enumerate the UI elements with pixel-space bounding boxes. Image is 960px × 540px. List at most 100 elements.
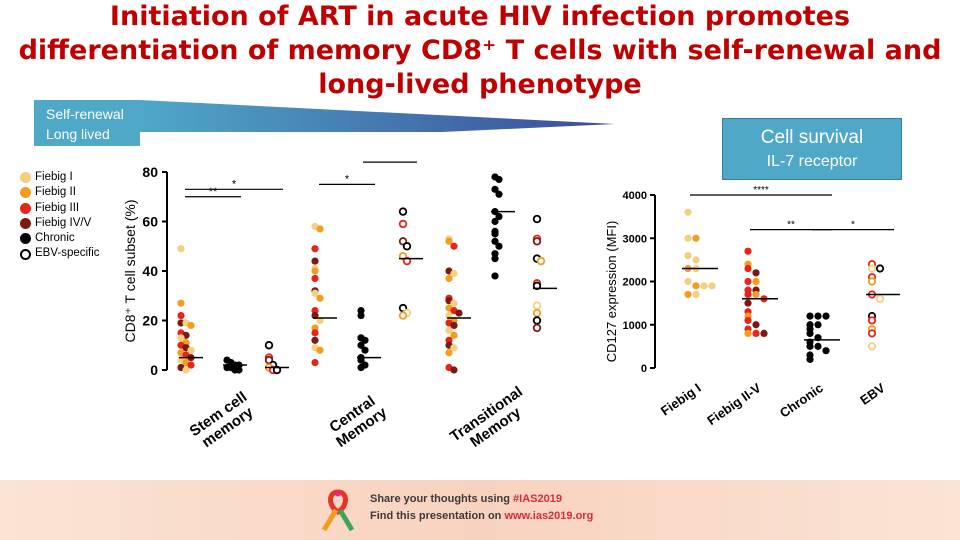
data-point — [177, 319, 185, 327]
data-point — [684, 208, 692, 216]
data-point — [177, 334, 185, 342]
data-point — [182, 366, 190, 374]
data-point — [752, 329, 760, 337]
data-point — [752, 321, 760, 329]
y-axis-label: CD127 expression (MFI) — [604, 221, 619, 363]
data-point — [311, 329, 319, 337]
data-point — [867, 342, 877, 351]
y-tick-label: 40 — [142, 263, 158, 279]
data-point — [744, 247, 752, 255]
data-point — [532, 237, 542, 246]
data-point — [752, 277, 760, 286]
legend-item: Chronic — [20, 231, 100, 246]
title-line-3: long-lived phenotype — [318, 69, 642, 100]
footer-hashtag: #IAS2019 — [513, 493, 562, 505]
legend-swatch — [20, 202, 31, 214]
data-point — [357, 311, 365, 320]
data-point — [491, 217, 499, 226]
data-point — [402, 242, 412, 251]
data-point — [445, 349, 453, 357]
data-point — [814, 321, 822, 329]
significance-label: ** — [787, 220, 795, 231]
y-tick-label: 1000 — [623, 320, 647, 332]
x-category-label: TransitionalMemory — [447, 383, 535, 458]
data-point — [491, 230, 499, 238]
legend-item: Fiebig II — [20, 185, 100, 200]
x-category-label: Stem cellmemory — [187, 388, 260, 453]
data-point — [450, 366, 458, 374]
data-point — [445, 326, 453, 334]
data-point — [357, 341, 365, 349]
data-point — [311, 307, 319, 315]
significance-label: ** — [209, 186, 218, 198]
data-point — [744, 316, 752, 325]
data-point — [708, 282, 716, 290]
data-point — [311, 324, 319, 332]
data-point — [806, 312, 814, 320]
footer-link[interactable]: www.ias2019.org — [504, 510, 594, 522]
footer-find-line: Find this presentation on www.ias2019.or… — [370, 510, 593, 522]
y-axis-label: CD8⁺ T cell subset (%) — [122, 199, 138, 342]
data-point — [177, 299, 185, 307]
data-point — [532, 308, 542, 318]
footer-banner: Share your thoughts using #IAS2019 Find … — [0, 480, 960, 540]
long-lived-label: Long lived — [46, 126, 110, 142]
y-tick-label: 4000 — [623, 190, 647, 202]
y-tick-label: 2000 — [623, 277, 647, 289]
data-point — [491, 255, 499, 263]
data-point — [311, 245, 319, 253]
data-point — [491, 237, 499, 245]
self-renewal-gradient-arrow — [140, 100, 615, 132]
data-point — [450, 331, 458, 339]
y-tick-label: 0 — [641, 363, 647, 375]
data-point — [692, 290, 700, 299]
slide-title: Initiation of ART in acute HIV infection… — [0, 0, 960, 102]
data-point — [491, 272, 499, 280]
data-point — [177, 311, 185, 320]
significance-label: ***** — [379, 160, 401, 163]
y-tick-label: 60 — [142, 214, 158, 230]
data-point — [311, 358, 319, 367]
legend-swatch — [20, 233, 31, 245]
data-point — [760, 329, 768, 337]
data-point — [684, 234, 692, 242]
data-point — [700, 282, 708, 290]
x-category-label: EBV — [857, 380, 888, 408]
significance-label: * — [232, 178, 237, 190]
legend-label: Chronic — [35, 232, 75, 245]
data-point — [692, 256, 700, 264]
data-point — [867, 277, 877, 286]
data-point — [806, 342, 814, 350]
data-point — [822, 347, 830, 355]
significance-label: **** — [753, 185, 769, 196]
self-renewal-box: Self-renewal Long lived — [34, 100, 140, 146]
x-category-label: CentralMemory — [324, 390, 391, 450]
footer-share-line: Share your thoughts using #IAS2019 — [370, 493, 562, 505]
data-point — [495, 212, 503, 221]
data-point — [450, 321, 458, 330]
data-point — [177, 245, 185, 253]
legend-item: Fiebig I — [20, 170, 100, 185]
data-point — [684, 251, 692, 260]
data-point — [445, 274, 453, 283]
data-point — [532, 301, 542, 310]
data-point — [316, 225, 324, 233]
data-point — [187, 346, 195, 354]
data-point — [684, 277, 692, 286]
data-point — [445, 237, 453, 245]
cell-survival-box: Cell survival IL-7 receptor — [722, 118, 902, 180]
data-point — [450, 299, 458, 307]
data-point — [744, 277, 752, 286]
data-point — [398, 311, 408, 320]
data-point — [450, 344, 458, 352]
y-tick-label: 3000 — [623, 233, 647, 245]
data-point — [806, 329, 814, 337]
data-point — [806, 355, 814, 363]
footer-find-text: Find this presentation on — [370, 510, 505, 522]
data-point — [491, 185, 499, 193]
data-point — [744, 290, 752, 299]
legend-swatch — [20, 248, 31, 260]
data-point — [752, 269, 760, 277]
data-point — [187, 321, 195, 330]
